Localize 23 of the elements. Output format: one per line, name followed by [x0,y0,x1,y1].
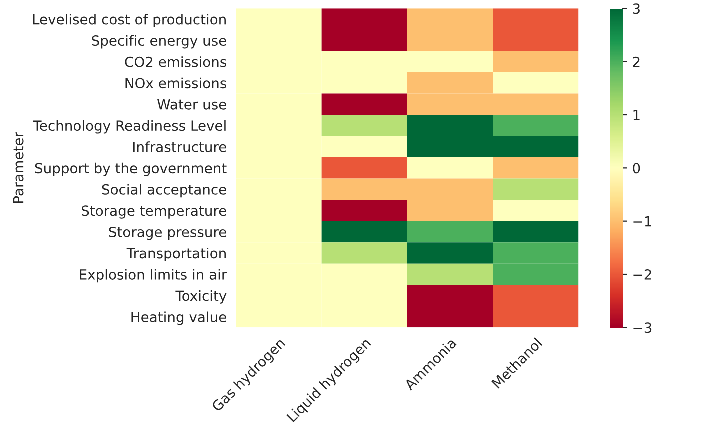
color-bar-label: 0 [633,163,640,174]
color-bar-label: −3 [634,322,652,334]
color-bar-label: 1 [634,110,640,120]
color-bar-label: −2 [634,269,652,280]
y-tick-label: Explosion limits in air [80,269,228,283]
y-tick-label: Levelised cost of production [33,14,226,28]
color-bar-label: 3 [633,4,640,14]
y-axis-title: Parameter [13,132,24,203]
y-tick-label: Specific energy use [92,35,226,49]
y-tick-label: Toxicity [176,290,227,304]
y-tick-label: Support by the government [35,162,227,176]
color-bar-label: 2 [633,56,640,68]
y-tick-label: Heating value [132,312,226,326]
y-tick-label: Storage pressure [109,226,226,240]
y-tick-label: Technology Readiness Level [33,120,226,134]
y-tick-label: Storage temperature [82,206,226,219]
y-tick-label: CO2 emissions [125,56,226,68]
y-tick-label: Transportation [126,248,226,262]
y-tick-label: Social acceptance [102,184,226,198]
y-tick-label: Infrastructure [133,142,226,152]
color-bar-label: −1 [634,216,652,227]
y-tick-label: Water use [158,100,226,110]
y-tick-label: NOx emissions [126,78,226,89]
